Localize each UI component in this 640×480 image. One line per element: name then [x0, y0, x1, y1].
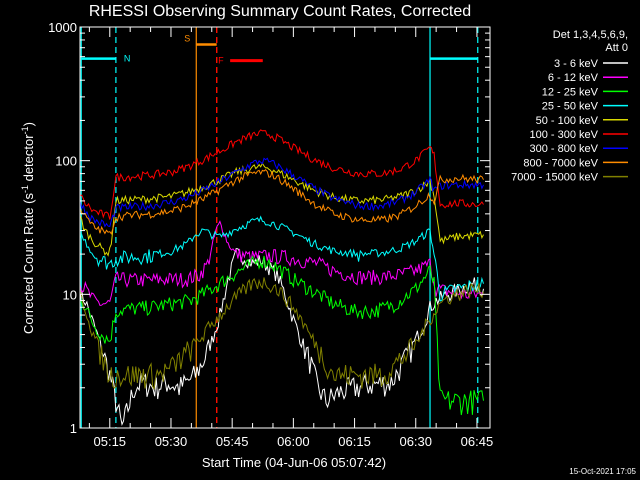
- axes: 1 10 100 1000 05:15 05:30 05:45 06:00 06:15 06:30…: [48, 20, 493, 449]
- annotation-label: F: [218, 56, 224, 66]
- legend-entry-label: 3 - 6 keV: [554, 58, 599, 70]
- legend-entry-label: 100 - 300 keV: [530, 129, 599, 141]
- y-tick-label: 100: [55, 154, 77, 169]
- legend-entry-label: 7000 - 15000 keV: [511, 172, 599, 184]
- series-line: [80, 169, 484, 235]
- x-tick-label: 06:30: [399, 434, 432, 449]
- y-label-part: detector: [21, 134, 36, 185]
- legend-entry-label: 300 - 800 keV: [530, 143, 599, 155]
- x-tick-label: 05:30: [155, 434, 188, 449]
- series-line: [80, 215, 484, 302]
- y-label-part: Corrected Count Rate (s: [21, 193, 36, 334]
- footer-timestamp: 15-Oct-2021 17:05: [569, 467, 636, 476]
- x-tick-label: 05:45: [216, 434, 249, 449]
- y-label-sup: -1: [20, 126, 30, 134]
- chart-title: RHESSI Observing Summary Count Rates, Co…: [89, 3, 471, 20]
- y-tick-label: 1000: [48, 20, 77, 35]
- series-line: [80, 129, 484, 220]
- x-tick-label: 05:15: [94, 434, 127, 449]
- legend-entry-label: 50 - 100 keV: [536, 115, 599, 127]
- legend-header-line: Det 1,3,4,5,6,9,: [553, 29, 628, 41]
- legend-header-line: Att 0: [605, 42, 628, 54]
- legend-entry-label: 25 - 50 keV: [542, 101, 599, 113]
- plot-area: N S F: [80, 27, 484, 428]
- x-tick-label: 06:15: [338, 434, 371, 449]
- y-tick-label: 10: [63, 287, 77, 302]
- annotation-label: S: [184, 33, 190, 43]
- y-label-sup: -1: [20, 185, 30, 193]
- y-label-part: ): [21, 122, 36, 126]
- legend-entry-label: 800 - 7000 keV: [523, 157, 598, 169]
- y-axis-label: Corrected Count Rate (s-1 detector-1): [20, 122, 36, 334]
- series-line: [80, 277, 484, 390]
- y-tick-label: 1: [70, 421, 77, 436]
- legend-entry-label: 6 - 12 keV: [548, 72, 599, 84]
- x-tick-label: 06:45: [461, 434, 494, 449]
- legend-entry-label: 12 - 25 keV: [542, 86, 599, 98]
- series-line: [80, 157, 484, 228]
- series-line: [80, 255, 484, 416]
- x-axis-label: Start Time (04-Jun-06 05:07:42): [202, 455, 386, 470]
- annotation-label: N: [124, 54, 131, 64]
- x-tick-label: 06:00: [277, 434, 310, 449]
- legend: Det 1,3,4,5,6,9, Att 0 3 - 6 keV 6 - 12 k…: [511, 29, 628, 184]
- series-line: [80, 220, 484, 306]
- plot-frame: [79, 26, 491, 429]
